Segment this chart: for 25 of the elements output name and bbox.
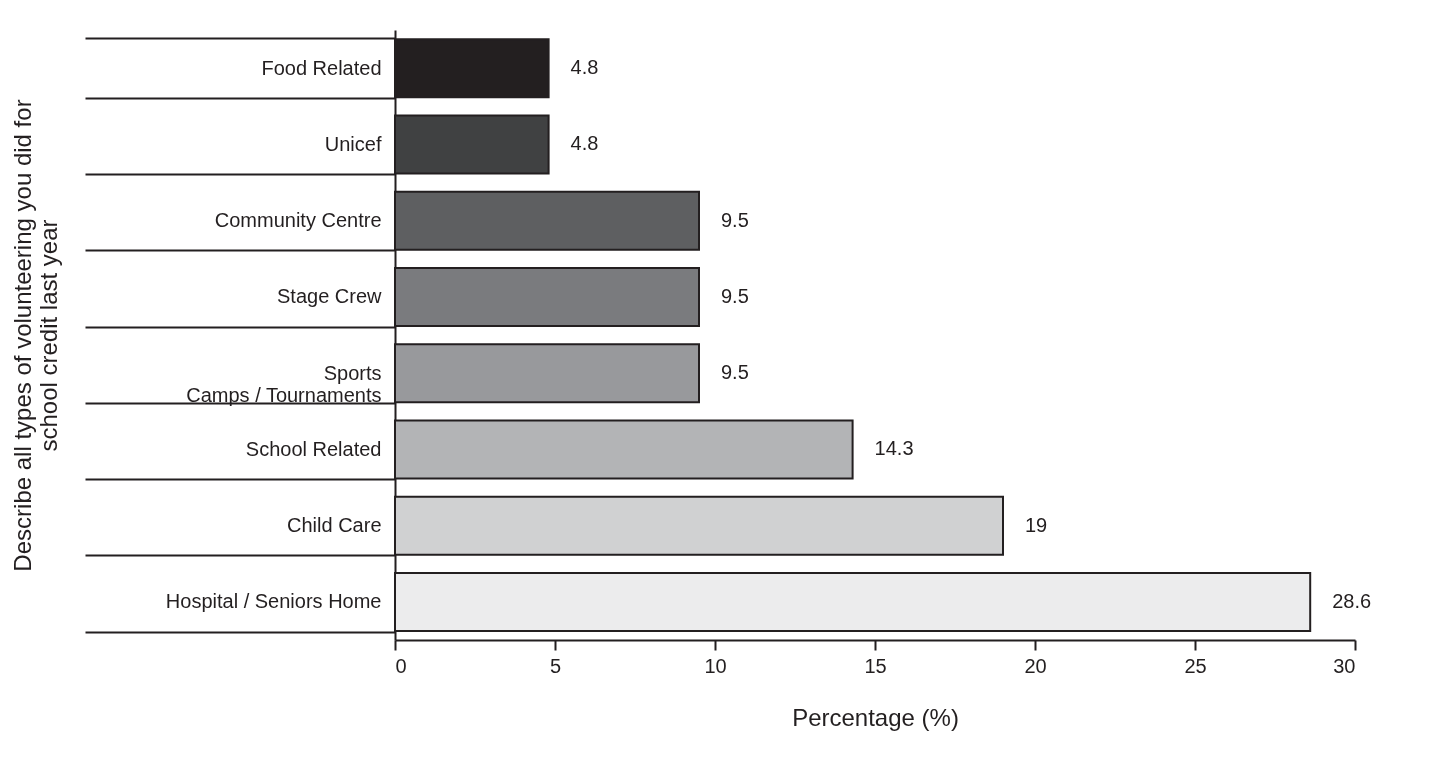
x-tick-label: 30 bbox=[1333, 654, 1356, 677]
x-tick-label: 20 bbox=[1024, 654, 1047, 677]
y-tick-label: Child Care bbox=[287, 514, 382, 537]
data-label: 19 bbox=[1025, 513, 1048, 536]
x-axis-title: Percentage (%) bbox=[792, 703, 959, 731]
y-tick-label: Community Centre bbox=[214, 209, 382, 232]
x-tick-label: 0 bbox=[395, 654, 407, 677]
x-tick-label: 25 bbox=[1184, 654, 1207, 677]
data-label: 28.6 bbox=[1332, 589, 1372, 612]
data-label: 14.3 bbox=[874, 437, 914, 460]
y-tick-label: Unicef bbox=[324, 132, 382, 155]
data-label: 4.8 bbox=[570, 132, 599, 155]
data-label: 9.5 bbox=[721, 208, 749, 231]
y-tick-label: Food Related bbox=[261, 56, 382, 79]
x-tick-label: 5 bbox=[549, 654, 562, 677]
x-tick-label: 10 bbox=[704, 654, 727, 677]
y-tick-label: Hospital / Seniors Home bbox=[165, 590, 382, 613]
y-tick-label: Sports Camps / Tournaments bbox=[186, 361, 382, 406]
y-tick-label: School Related bbox=[245, 437, 382, 460]
data-label: 4.8 bbox=[570, 56, 599, 79]
x-tick-label: 15 bbox=[864, 654, 887, 677]
data-label: 9.5 bbox=[721, 361, 749, 384]
y-tick-label: Stage Crew bbox=[277, 285, 383, 308]
y-axis-title: Describe all types of volunteering you did for school credit last year bbox=[8, 99, 62, 572]
data-label: 9.5 bbox=[721, 284, 749, 307]
